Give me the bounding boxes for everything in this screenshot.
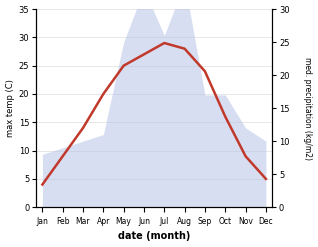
X-axis label: date (month): date (month): [118, 231, 190, 242]
Y-axis label: max temp (C): max temp (C): [5, 79, 15, 137]
Y-axis label: med. precipitation (kg/m2): med. precipitation (kg/m2): [303, 57, 313, 160]
